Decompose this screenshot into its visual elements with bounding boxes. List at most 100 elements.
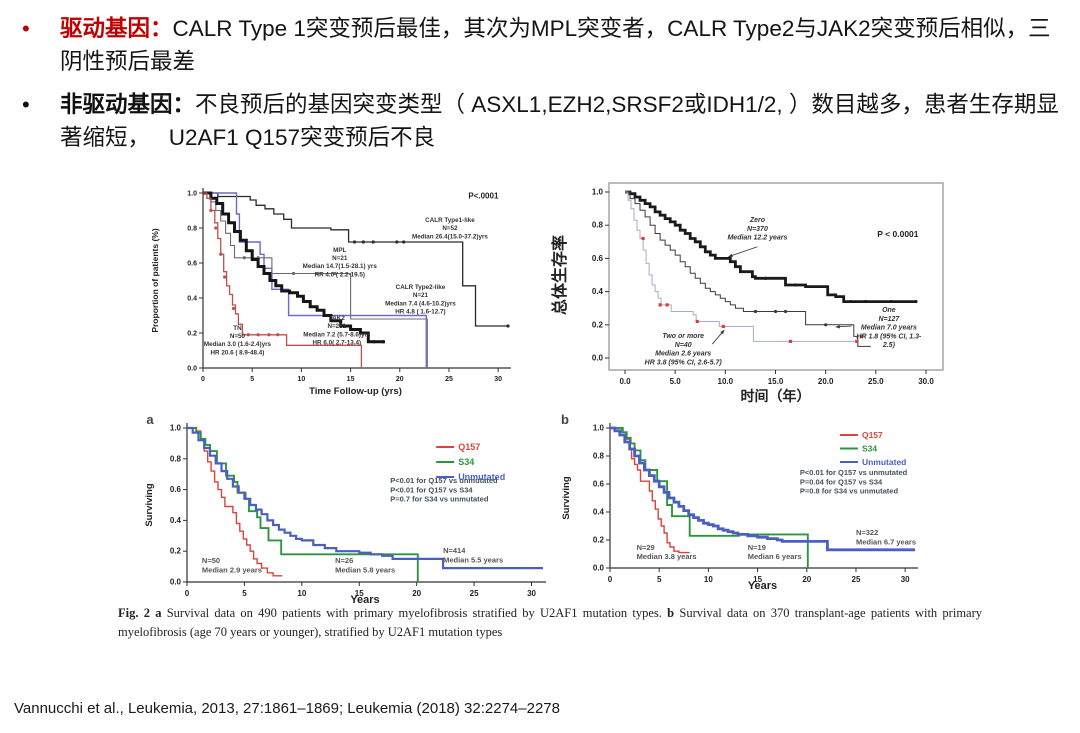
u2af1-all-patients-annotation-2: N=26	[335, 556, 353, 565]
u2af1-all-patients-panel-label: a	[146, 412, 154, 427]
series-zero	[625, 190, 916, 303]
u2af1-transplant-age-ytick: 0.6	[593, 480, 605, 489]
marker-zero	[864, 299, 868, 304]
km-mutation-count-annotation-2: Median 2.6 years	[655, 351, 711, 358]
km-driver-genes-annotation-0: CALR Type1-like	[425, 217, 475, 224]
u2af1-all-patients-ytick: 0.0	[170, 578, 182, 587]
km-driver-genes-pvalue: P<.0001	[468, 191, 499, 200]
marker-one	[824, 323, 828, 327]
u2af1-all-patients-xtick: 30	[527, 589, 536, 598]
series-q157	[187, 427, 283, 577]
km-mutation-count-xtick: 0.0	[619, 377, 631, 386]
series-calr-type2-like	[203, 192, 427, 368]
km-mutation-count-annotation-0: Zero	[749, 217, 766, 224]
marker-one	[753, 309, 758, 314]
km-driver-genes-ylabel: Proportion of patients (%)	[150, 228, 160, 333]
km-mutation-count-annotation-2: Two or more	[662, 333, 704, 340]
marker-one	[773, 309, 778, 314]
u2af1-all-patients-xtick: 0	[185, 589, 190, 598]
u2af1-all-patients-annotation-0: P<0.01 for Q157 vs unmutated	[390, 476, 498, 485]
km-driver-genes-annotation-3: N=251	[327, 323, 346, 330]
km-driver-genes-annotation-4: N=50	[230, 333, 246, 340]
u2af1-all-patients-annotation-3: Median 5.5 years	[443, 555, 503, 564]
km-driver-genes-annotation-4: TN	[233, 325, 242, 332]
km-mutation-count-svg: 0.0 0.2 0.4 0.6 0.8 1.0 0.0 5.0 10.0 15.0 20.0 25.0…	[550, 182, 944, 404]
u2af1-all-patients-ytick: 1.0	[170, 424, 182, 433]
km-mutation-count-xtick: 25.0	[868, 377, 884, 386]
u2af1-all-patients-xtick: 20	[412, 589, 421, 598]
series-q157	[610, 427, 690, 554]
km-mutation-count-arrowhead	[728, 253, 733, 258]
u2af1-transplant-age-annotation-0: P=0.04 for Q157 vs S34	[800, 477, 883, 486]
u2af1-transplant-age-ytick: 0.4	[593, 508, 605, 517]
caption-panel-b-label: b	[667, 606, 675, 620]
km-driver-genes-ytick: 0.2	[187, 331, 197, 338]
km-driver-genes-annotation-3: JAK2	[329, 315, 346, 322]
marker-two-or-more	[860, 334, 864, 339]
km-mutation-count-xlabel: 时间（年）	[741, 388, 811, 404]
u2af1-all-patients-ytick: 0.2	[170, 547, 182, 556]
km-mutation-count-annotation-2: HR 3.8 (95% CI, 2.6-5.7)	[645, 359, 723, 366]
caption-text-b: Survival data on 370 transplant-age pati…	[118, 606, 983, 639]
u2af1-all-patients-ytick: 0.8	[170, 454, 182, 463]
marker-mpl	[333, 271, 337, 276]
u2af1-transplant-age-xtick: 0	[608, 575, 613, 584]
km-mutation-count-ytick: 0.0	[592, 354, 604, 363]
km-mutation-count-annotation-0: N=370	[747, 226, 768, 233]
km-driver-genes-annotation-2: Median 7.4 (4.6-10.2)yrs	[385, 300, 456, 307]
km-driver-genes-annotation-2: CALR Type2-like	[396, 284, 446, 291]
legend-label-s34: S34	[458, 457, 474, 467]
km-driver-genes-xtick: 20	[396, 376, 404, 383]
km-mutation-count-ytick: 0.8	[592, 221, 604, 230]
series-s34	[610, 427, 809, 568]
marker-two-or-more	[788, 339, 793, 343]
marker-zero	[793, 283, 798, 287]
u2af1-transplant-age-ylabel: Surviving	[561, 476, 572, 519]
marker-calr-type1-like	[371, 240, 375, 244]
km-mutation-count-xtick: 30.0	[918, 377, 934, 386]
u2af1-transplant-age-ytick: 1.0	[593, 424, 605, 433]
km-driver-genes-xtick: 30	[494, 376, 502, 383]
km-driver-genes-xlabel: Time Follow-up (yrs)	[309, 386, 402, 397]
u2af1-all-patients-xtick: 10	[297, 589, 306, 598]
km-mutation-count-ytick: 0.6	[592, 254, 604, 263]
series-one	[625, 191, 871, 347]
km-driver-genes-ytick: 0.8	[187, 226, 197, 233]
u2af1-transplant-age-ytick: 0.8	[593, 452, 605, 461]
bullet-body-driver-genes: CALR Type 1突变预后最佳，其次为MPL突变者，CALR Type2与J…	[60, 16, 1051, 74]
km-driver-genes-annotation-1: MPL	[333, 247, 346, 254]
u2af1-transplant-age-panel-label: b	[561, 412, 569, 427]
km-mutation-count-xtick: 20.0	[818, 377, 834, 386]
series-unmutated	[610, 426, 915, 552]
figure-caption: Fig. 2 a Survival data on 490 patients w…	[118, 604, 982, 642]
marker-tn	[246, 333, 250, 337]
km-mutation-count-annotation-1: 2.5)	[882, 342, 896, 349]
km-driver-genes-ytick: 0.6	[187, 261, 197, 268]
km-driver-genes-annotation-0: N=52	[442, 225, 458, 232]
marker-mpl	[242, 256, 246, 260]
series-tn	[203, 192, 363, 368]
marker-zero	[914, 299, 918, 304]
marker-tn	[231, 306, 236, 311]
bullet-label-driver-genes: 驱动基因：	[60, 16, 173, 41]
km-driver-genes-xtick: 15	[347, 376, 355, 383]
km-mutation-count-arrowhead	[835, 325, 840, 329]
marker-tn	[214, 226, 218, 230]
marker-mpl	[315, 271, 319, 276]
series-unmutated	[187, 426, 543, 570]
km-driver-genes-xtick: 25	[445, 376, 453, 383]
km-driver-genes-svg: 0.0 0.2 0.4 0.6 0.8 1.0 0 5 10 15 20 25 30 Proportion…	[150, 188, 511, 397]
u2af1-all-patients-xtick: 15	[355, 589, 364, 598]
u2af1-transplant-age-annotation-2: Median 6 years	[748, 552, 802, 561]
marker-calr-type1-like	[506, 324, 510, 328]
km-driver-genes-xtick: 0	[201, 376, 205, 383]
u2af1-transplant-age-annotation-1: Median 3.8 years	[637, 552, 697, 561]
km-mutation-count-ylabel: 总体生存率	[550, 235, 569, 315]
km-driver-genes-annotation-3: HR 6.0( 2.7-13.4)	[312, 339, 361, 346]
bullet-label-nondriver-genes: 非驱动基因：	[60, 92, 196, 117]
km-mutation-count-xtick: 5.0	[670, 377, 682, 386]
bullet-item-driver-genes: • 驱动基因：CALR Type 1突变预后最佳，其次为MPL突变者，CALR …	[16, 12, 1066, 78]
marker-zero	[763, 276, 768, 280]
bullet-marker: •	[22, 16, 30, 41]
